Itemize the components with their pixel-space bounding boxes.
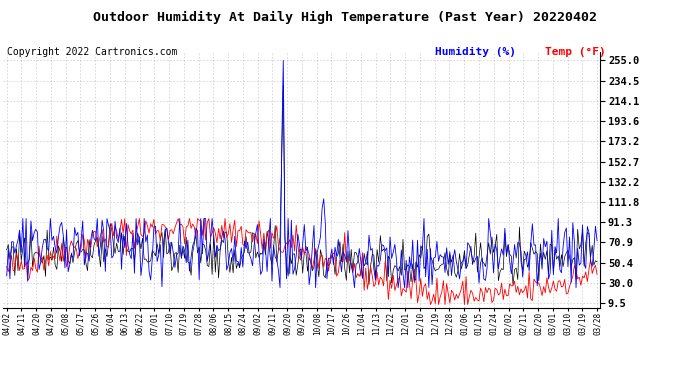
Text: Outdoor Humidity At Daily High Temperature (Past Year) 20220402: Outdoor Humidity At Daily High Temperatu… xyxy=(93,11,597,24)
Text: Copyright 2022 Cartronics.com: Copyright 2022 Cartronics.com xyxy=(7,47,177,57)
Text: Temp (°F): Temp (°F) xyxy=(545,47,606,57)
Text: Humidity (%): Humidity (%) xyxy=(435,47,515,57)
